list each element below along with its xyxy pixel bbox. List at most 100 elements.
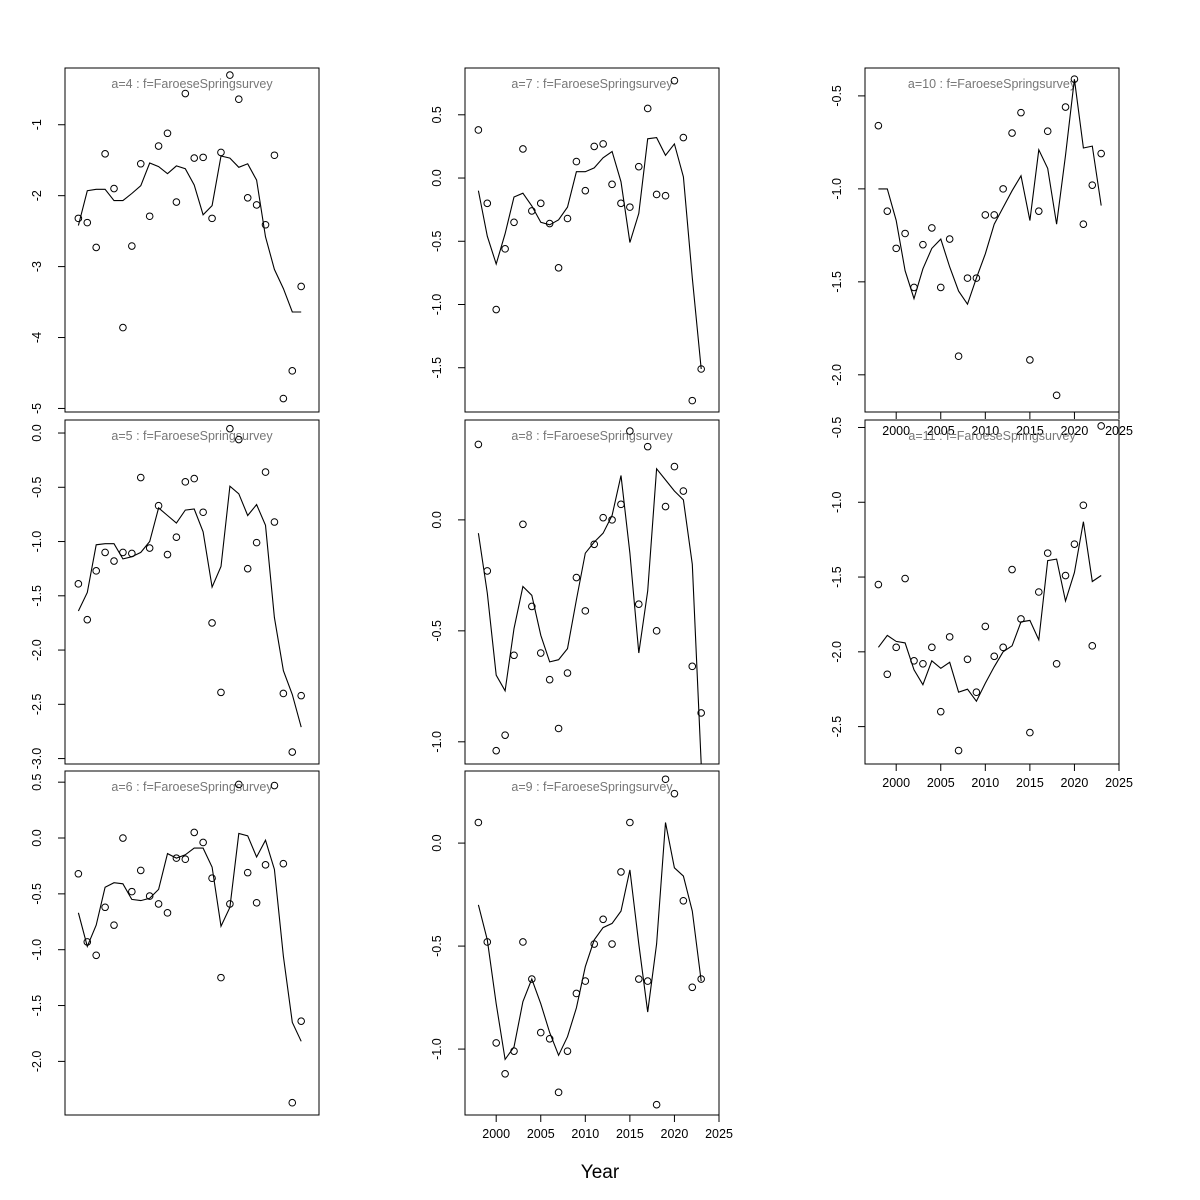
y-tick-label: -0.5 xyxy=(830,417,844,439)
observed-point xyxy=(199,508,207,517)
y-tick-label: -2.5 xyxy=(830,716,844,738)
observed-point xyxy=(181,89,190,98)
observed-point xyxy=(297,1017,305,1025)
y-axis: 0.0 -0.5 -1.0 xyxy=(430,511,465,753)
observed-point xyxy=(536,649,545,657)
x-axis: 2000 2005 2010 2015 2020 2025 xyxy=(882,411,1133,438)
observed-point xyxy=(1017,108,1025,117)
y-tick-label: -1.5 xyxy=(830,271,844,293)
y-tick-label: -5 xyxy=(30,403,44,414)
observed-point xyxy=(261,468,270,476)
observed-point xyxy=(883,207,892,215)
observed-point xyxy=(554,724,563,733)
observed-point xyxy=(936,283,945,292)
observed-point xyxy=(110,921,118,929)
observed-point xyxy=(128,887,136,896)
observed-point xyxy=(697,365,705,373)
observed-point xyxy=(163,909,172,917)
observed-point xyxy=(110,184,118,193)
observed-point xyxy=(483,199,492,208)
chart-panel-6: a=9 : f=FaroeseSpringsurvey 0.0 -0.5 -1.0 20… xyxy=(430,770,733,1141)
observed-point xyxy=(510,651,518,660)
observed-point xyxy=(617,500,625,509)
observed-point xyxy=(226,71,234,79)
observed-point xyxy=(590,540,599,549)
observed-point xyxy=(1088,181,1097,189)
observed-point xyxy=(634,162,643,171)
observed-point xyxy=(963,274,972,282)
panels: a=4 : f=FaroeseSpringsurvey -1 -2 -3 -4 -5 a=5… xyxy=(30,67,1133,1141)
panel-title: a=5 : f=FaroeseSpringsurvey xyxy=(111,429,273,443)
y-tick-label: -2.0 xyxy=(830,364,844,386)
observed-point xyxy=(136,159,145,168)
observed-point xyxy=(83,938,92,946)
observed-point xyxy=(599,140,607,148)
observed-point xyxy=(581,607,590,615)
panel-title: a=8 : f=FaroeseSpringsurvey xyxy=(511,429,673,443)
observed-point xyxy=(626,203,634,211)
observed-point xyxy=(1061,103,1070,111)
observed-points xyxy=(74,71,305,403)
observed-point xyxy=(234,95,243,104)
observed-points xyxy=(474,76,705,405)
observed-points xyxy=(874,422,1105,755)
observed-point xyxy=(554,264,563,272)
y-axis: -1 -2 -3 -4 -5 xyxy=(30,119,65,414)
y-tick-label: -1.5 xyxy=(30,585,44,607)
panel-frame xyxy=(64,419,320,765)
observed-point xyxy=(1034,207,1043,215)
observed-point xyxy=(154,501,163,510)
observed-point xyxy=(288,367,297,375)
observed-point xyxy=(910,283,918,292)
observed-point xyxy=(679,133,688,142)
fitted-line xyxy=(77,832,302,1042)
observed-point xyxy=(279,689,288,698)
observed-point xyxy=(217,688,225,697)
y-tick-label: -0.5 xyxy=(30,883,44,905)
fitted-line xyxy=(477,822,702,1061)
x-tick-label: 2010 xyxy=(571,1127,599,1141)
observed-point xyxy=(1061,571,1070,580)
x-tick-label: 2020 xyxy=(661,1127,689,1141)
x-tick-label: 2020 xyxy=(1061,424,1089,438)
y-tick-label: 0.0 xyxy=(30,424,44,441)
observed-point xyxy=(634,600,643,609)
observed-point xyxy=(661,775,670,784)
observed-point xyxy=(136,866,145,875)
observed-point xyxy=(190,474,199,483)
observed-point xyxy=(563,214,572,223)
observed-point xyxy=(172,198,181,206)
chart-panel-7: a=10 : f=FaroeseSpringsurvey -0.5 -1.0 -1.5… xyxy=(830,67,1133,438)
x-tick-label: 2020 xyxy=(1061,776,1089,790)
observed-point xyxy=(981,622,990,631)
observed-point xyxy=(1052,391,1061,400)
observed-point xyxy=(892,643,900,652)
observed-point xyxy=(145,892,154,900)
y-tick-label: -2.0 xyxy=(30,1051,44,1073)
observed-point xyxy=(119,548,127,557)
observed-point xyxy=(679,487,688,495)
panel-title: a=4 : f=FaroeseSpringsurvey xyxy=(111,77,273,91)
observed-point xyxy=(288,1098,297,1107)
observed-point xyxy=(545,1034,554,1043)
observed-point xyxy=(652,627,661,635)
observed-point xyxy=(199,153,207,162)
observed-point xyxy=(510,1047,518,1055)
observed-point xyxy=(536,199,545,208)
observed-point xyxy=(874,121,883,130)
observed-point xyxy=(110,557,118,565)
observed-point xyxy=(252,201,261,209)
x-tick-label: 2025 xyxy=(1105,776,1133,790)
x-axis: 2000 2005 2010 2015 2020 2025 xyxy=(482,1114,733,1141)
observed-point xyxy=(101,150,109,158)
observed-point xyxy=(74,214,83,223)
x-tick-label: 2015 xyxy=(1016,424,1044,438)
observed-point xyxy=(954,352,963,361)
observed-point xyxy=(883,670,892,679)
observed-point xyxy=(119,834,127,842)
y-axis: -0.5 -1.0 -1.5 -2.0 xyxy=(830,85,865,386)
y-tick-label: -1.5 xyxy=(830,566,844,588)
observed-point xyxy=(270,151,279,160)
observed-point xyxy=(652,190,661,199)
y-axis: 0.0 -0.5 -1.0 xyxy=(430,834,465,1060)
